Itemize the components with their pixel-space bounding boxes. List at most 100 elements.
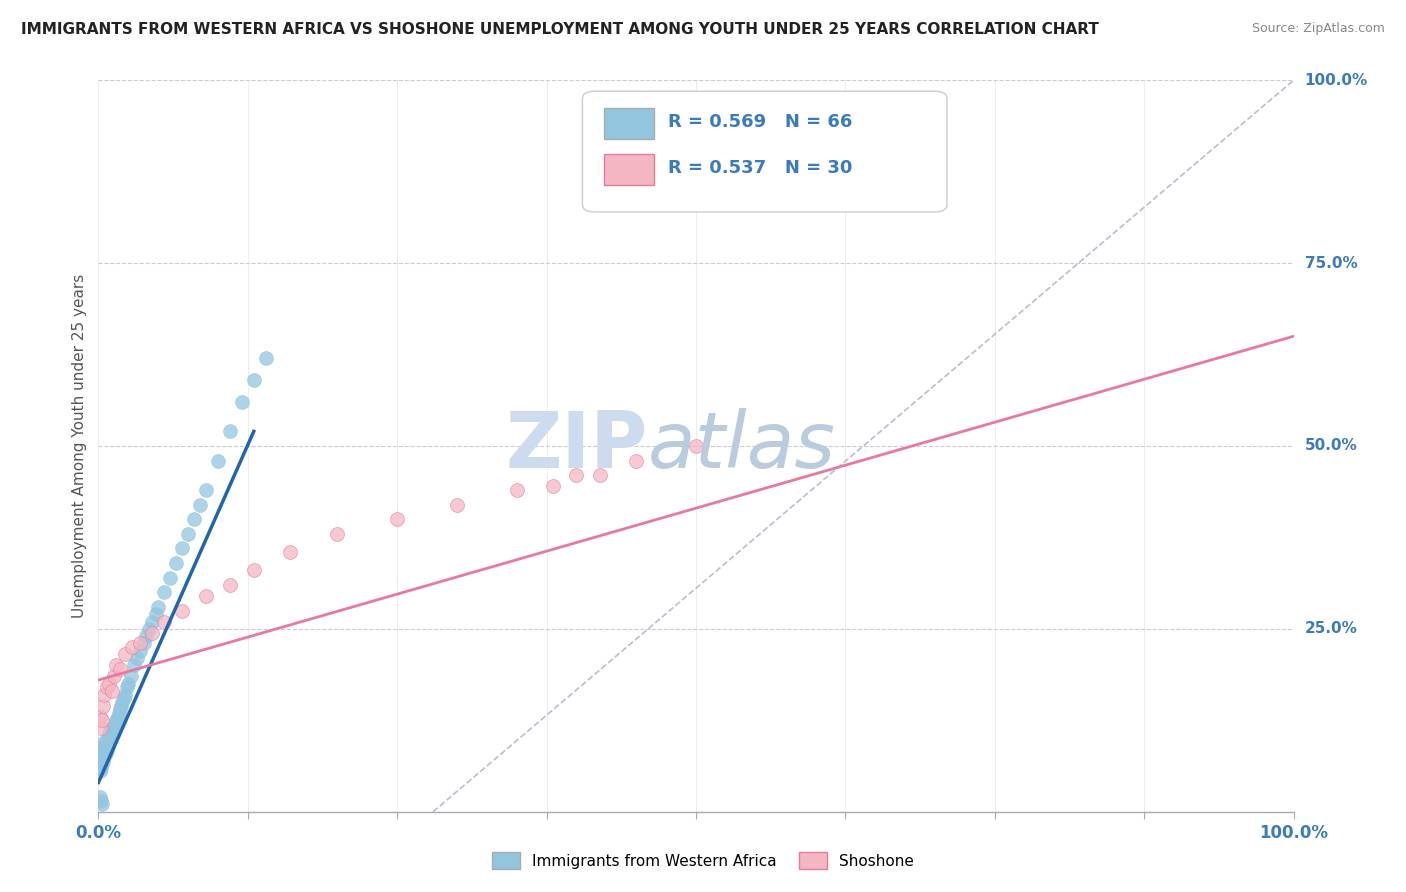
Point [100,684,122,698]
Point [145,607,167,622]
Point [100,728,122,742]
Point [103,669,125,683]
Point [101,724,124,739]
Text: R = 0.537   N = 30: R = 0.537 N = 30 [668,159,853,177]
Point [91,746,114,760]
Point [207,453,229,467]
Point [141,615,163,629]
Point [94,746,117,760]
Point [132,636,155,650]
Point [98,728,121,742]
Point [385,512,409,526]
Point [105,714,128,728]
Point [89,790,111,805]
Legend: Immigrants from Western Africa, Shoshone: Immigrants from Western Africa, Shoshone [486,846,920,875]
Point [115,681,138,695]
Point [90,794,112,808]
Point [219,578,242,592]
Point [89,764,111,779]
Point [112,691,135,706]
Point [243,373,266,387]
Point [114,648,136,662]
Text: 100.0%: 100.0% [1305,73,1368,87]
Text: 75.0%: 75.0% [1305,256,1357,270]
Point [129,644,152,658]
Point [589,468,612,483]
Point [231,395,253,409]
Point [97,731,120,746]
Point [183,512,205,526]
Point [120,669,142,683]
Text: atlas: atlas [648,408,837,484]
Point [90,746,112,760]
FancyBboxPatch shape [605,108,654,139]
Point [100,721,122,735]
Point [153,615,176,629]
Point [93,688,115,702]
Point [541,479,564,493]
Text: Source: ZipAtlas.com: Source: ZipAtlas.com [1251,22,1385,36]
Point [243,563,266,577]
Y-axis label: Unemployment Among Youth under 25 years: Unemployment Among Youth under 25 years [72,274,87,618]
Point [159,571,181,585]
Text: 25.0%: 25.0% [1305,622,1358,636]
Point [195,589,218,603]
Point [219,425,242,439]
Point [165,556,187,570]
Point [125,651,148,665]
FancyBboxPatch shape [605,154,654,185]
Point [90,761,112,775]
Point [326,526,349,541]
Point [98,676,121,690]
Text: 50.0%: 50.0% [1305,439,1357,453]
Point [565,468,588,483]
Point [90,721,112,735]
Point [114,688,136,702]
Point [91,698,114,713]
Point [506,483,529,497]
FancyBboxPatch shape [582,91,948,212]
Point [93,749,115,764]
Text: R = 0.569   N = 66: R = 0.569 N = 66 [668,113,853,131]
Point [195,483,218,497]
Point [93,735,115,749]
Point [107,709,129,723]
Point [188,498,211,512]
Point [626,453,648,467]
Point [107,706,129,720]
Point [124,658,146,673]
Point [117,676,139,690]
Point [105,658,128,673]
Point [89,749,111,764]
Point [108,702,131,716]
Point [89,709,111,723]
Point [135,629,157,643]
Point [91,754,114,768]
Point [446,498,468,512]
Text: ZIP: ZIP [506,408,648,484]
Point [96,735,118,749]
Point [138,622,160,636]
Point [177,526,200,541]
Point [141,625,163,640]
Point [96,742,118,756]
Point [97,739,120,753]
Point [108,662,131,676]
Point [91,757,114,772]
Point [172,541,194,556]
Point [93,742,115,756]
Point [98,731,122,746]
Point [89,757,111,772]
Point [90,754,112,768]
Point [111,695,134,709]
Point [91,739,114,753]
Point [254,351,277,366]
Point [91,714,114,728]
Point [91,749,114,764]
Point [110,698,132,713]
Point [91,797,114,812]
Point [172,603,194,617]
Point [153,585,176,599]
Text: IMMIGRANTS FROM WESTERN AFRICA VS SHOSHONE UNEMPLOYMENT AMONG YOUTH UNDER 25 YEA: IMMIGRANTS FROM WESTERN AFRICA VS SHOSHO… [21,22,1099,37]
Point [104,717,127,731]
